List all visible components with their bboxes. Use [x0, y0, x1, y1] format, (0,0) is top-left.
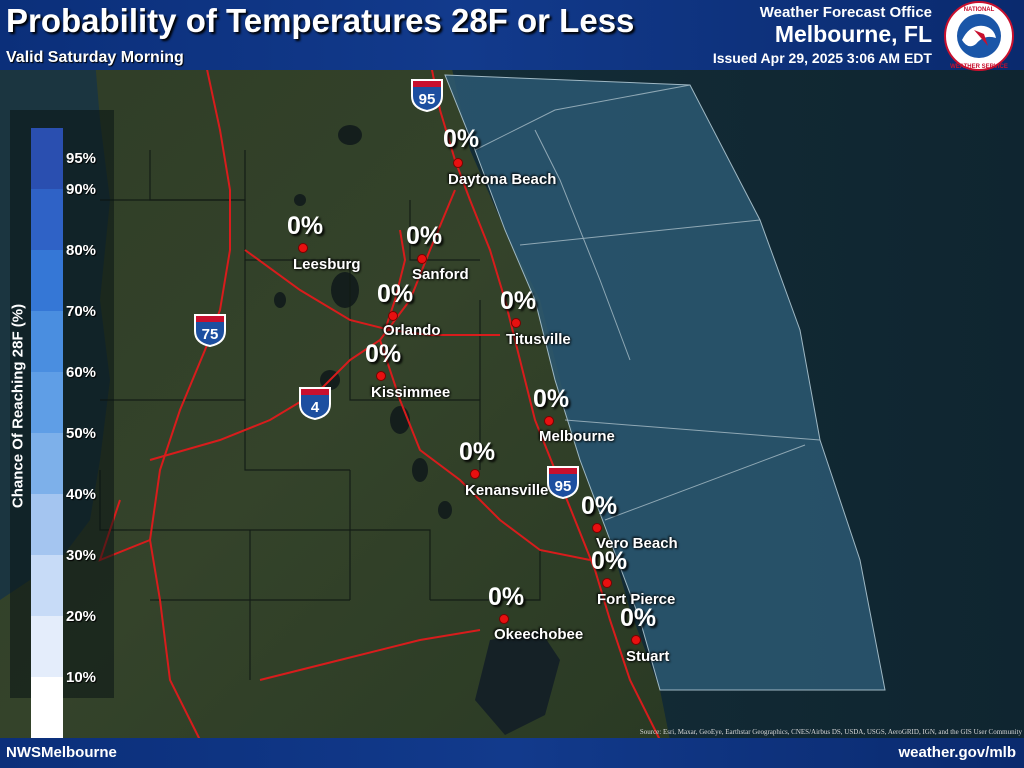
legend-title: Chance Of Reaching 28F (%) [9, 303, 27, 509]
city-value-titusville: 0% [500, 287, 537, 315]
city-label-kenansville: Kenansville [465, 482, 549, 499]
svg-text:NATIONAL: NATIONAL [964, 7, 995, 13]
city-label-okeechobee: Okeechobee [494, 626, 584, 643]
marine-zone [444, 74, 886, 691]
city-value-kissimmee: 0% [365, 340, 402, 368]
city-label-leesburg: Leesburg [293, 256, 361, 273]
city-dot-fort-pierce [602, 578, 612, 588]
svg-text:4: 4 [311, 399, 320, 416]
city-value-vero-beach: 0% [581, 492, 618, 520]
city-dot-stuart [631, 635, 641, 645]
svg-text:95: 95 [419, 91, 436, 108]
city-dot-sanford [417, 254, 427, 264]
city-dot-vero-beach [592, 523, 602, 533]
city-label-vero-beach: Vero Beach [596, 535, 678, 552]
florida-landmass [0, 60, 670, 740]
highway-i4 [149, 189, 456, 461]
city-value-orlando: 0% [377, 280, 414, 308]
city-label-stuart: Stuart [626, 648, 670, 665]
legend-swatch [31, 250, 63, 311]
interstate-95-south-shield-icon: 95 [547, 466, 579, 499]
svg-text:75: 75 [202, 326, 219, 343]
city-dot-daytona-beach [453, 158, 463, 168]
valid-time: Valid Saturday Morning [6, 49, 184, 66]
legend-colorbar [31, 128, 63, 738]
footer-website-link[interactable]: weather.gov/mlb [898, 744, 1016, 761]
city-value-melbourne: 0% [533, 385, 570, 413]
legend-tick-label: 40% [66, 486, 97, 503]
legend-swatch [31, 677, 63, 738]
legend-swatch [31, 494, 63, 555]
city-label-melbourne: Melbourne [539, 428, 615, 445]
city-label-orlando: Orlando [383, 322, 441, 339]
city-value-kenansville: 0% [459, 438, 496, 466]
legend-swatch [31, 189, 63, 250]
city-dot-kenansville [470, 469, 480, 479]
legend-tick-label: 30% [66, 547, 97, 564]
city-label-titusville: Titusville [506, 331, 571, 348]
legend-tick-label: 80% [66, 242, 97, 259]
legend-swatch [31, 372, 63, 433]
interstate-4-shield-icon: 4 [299, 387, 331, 420]
legend-swatch [31, 555, 63, 616]
city-dot-kissimmee [376, 371, 386, 381]
city-value-stuart: 0% [620, 604, 657, 632]
page-title: Probability of Temperatures 28F or Less [6, 2, 635, 39]
svg-text:95: 95 [555, 478, 572, 495]
city-value-fort-pierce: 0% [591, 547, 628, 575]
legend-tick-label: 50% [66, 425, 97, 442]
city-dot-okeechobee [499, 614, 509, 624]
highway-i75 [148, 59, 231, 741]
legend-tick-label: 10% [66, 669, 97, 686]
city-value-daytona-beach: 0% [443, 125, 480, 153]
legend-swatch [31, 128, 63, 189]
legend-swatch [31, 433, 63, 494]
legend-tick-label: 90% [66, 181, 97, 198]
legend-tick-label: 60% [66, 364, 97, 381]
header-bar: Probability of Temperatures 28F or Less … [0, 0, 1024, 71]
footer-bar: NWSMelbourne weather.gov/mlb [0, 738, 1024, 768]
interstate-75-shield-icon: 75 [194, 314, 226, 347]
city-label-daytona-beach: Daytona Beach [448, 171, 557, 188]
office-name: Melbourne, FL [774, 21, 932, 47]
city-label-kissimmee: Kissimmee [371, 384, 451, 401]
city-value-sanford: 0% [406, 222, 443, 250]
lake-okeechobee [475, 630, 560, 735]
city-dot-leesburg [298, 243, 308, 253]
svg-text:WEATHER SERVICE: WEATHER SERVICE [950, 64, 1008, 70]
city-label-sanford: Sanford [412, 266, 469, 283]
footer-social-handle[interactable]: NWSMelbourne [6, 744, 117, 761]
issued-time: Issued Apr 29, 2025 3:06 AM EDT [712, 50, 932, 66]
city-label-fort-pierce: Fort Pierce [597, 591, 676, 608]
city-dot-titusville [511, 318, 521, 328]
legend-swatch [31, 616, 63, 677]
map-source-attribution: Source: Esri, Maxar, GeoEye, Earthstar G… [639, 728, 1022, 736]
legend-tick-label: 70% [66, 303, 97, 320]
legend-swatch [31, 311, 63, 372]
city-dot-orlando [388, 311, 398, 321]
city-value-okeechobee: 0% [488, 583, 525, 611]
office-label: Weather Forecast Office [759, 4, 932, 21]
legend-tick-label: 20% [66, 608, 97, 625]
city-dot-melbourne [544, 416, 554, 426]
legend-tick-label: 95% [66, 150, 97, 167]
interstate-95-shield-icon: 95 [411, 79, 443, 112]
city-value-leesburg: 0% [287, 212, 324, 240]
nws-logo-icon: NATIONAL WEATHER SERVICE [944, 1, 1014, 71]
